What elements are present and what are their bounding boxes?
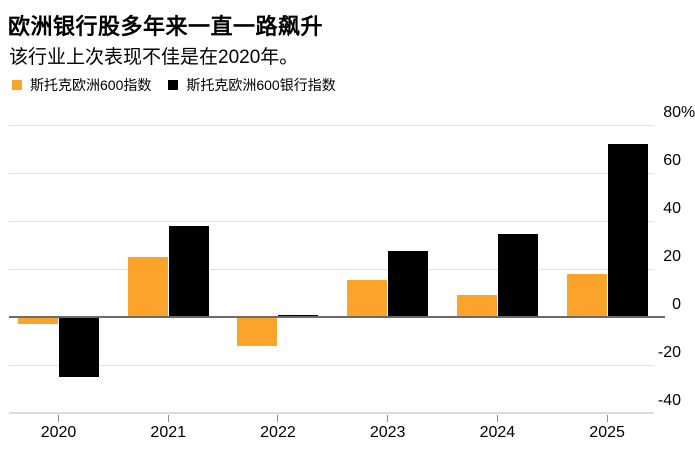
gridline-20: [9, 268, 654, 270]
legend-item-stoxx600: 斯托克欧洲600指数: [12, 75, 151, 95]
bar-2024-stoxx600-banks: [497, 234, 538, 317]
y-axis-label--20: -20: [657, 343, 681, 361]
bar-2022-stoxx600: [237, 317, 278, 346]
x-axis-label-2024: 2024: [479, 424, 516, 441]
zero-baseline: [9, 316, 665, 318]
y-axis-label-40: 40: [663, 199, 681, 217]
x-tick-2022: [277, 415, 279, 422]
chart-subtitle: 该行业上次表现不佳是在2020年。: [9, 47, 299, 68]
bar-2023-stoxx600: [347, 279, 388, 317]
chart-title: 欧洲银行股多年来一直一路飙升: [8, 14, 324, 39]
y-axis-label-20: 20: [663, 247, 681, 265]
gridline--20: [9, 364, 654, 366]
bar-2022-stoxx600-banks: [278, 314, 319, 317]
bar-2020-stoxx600: [18, 317, 58, 325]
legend-label-stoxx600-banks: 斯托克欧洲600银行指数: [186, 77, 336, 93]
y-axis-label-80: 80%: [663, 103, 695, 121]
chart-legend: 斯托克欧洲600指数 斯托克欧洲600银行指数: [12, 75, 336, 95]
y-axis-label--40: -40: [657, 391, 681, 409]
x-tick-2023: [387, 415, 389, 422]
gridline--40: [9, 412, 654, 414]
x-tick-2021: [167, 415, 169, 422]
gridline-80: [9, 124, 654, 126]
percent-sign: %: [681, 103, 695, 121]
x-axis-label-2020: 2020: [40, 424, 77, 441]
x-axis-label-2021: 2021: [150, 424, 187, 441]
bar-2020-stoxx600-banks: [59, 317, 99, 377]
bar-2023-stoxx600-banks: [388, 251, 429, 317]
x-axis-label-2023: 2023: [369, 424, 406, 441]
gridline-40: [9, 220, 654, 222]
y-axis-label-0: 0: [672, 295, 681, 313]
x-tick-2024: [496, 415, 498, 422]
gridline-60: [9, 172, 654, 174]
legend-swatch-black-icon: [168, 80, 179, 90]
legend-swatch-orange-icon: [12, 80, 22, 90]
x-tick-2020: [58, 415, 59, 422]
legend-item-stoxx600-banks: 斯托克欧洲600银行指数: [168, 75, 336, 95]
x-axis-label-2025: 2025: [589, 424, 625, 441]
bar-2021-stoxx600-banks: [168, 225, 209, 317]
x-axis-label-2022: 2022: [260, 424, 296, 441]
bar-2021-stoxx600: [127, 257, 168, 317]
bar-2024-stoxx600: [456, 295, 497, 317]
x-tick-2025: [606, 415, 608, 422]
legend-label-stoxx600: 斯托克欧洲600指数: [30, 77, 152, 93]
bar-2025-stoxx600-banks: [607, 144, 648, 317]
y-axis-label-60: 60: [663, 151, 681, 169]
bar-2025-stoxx600: [566, 273, 607, 317]
